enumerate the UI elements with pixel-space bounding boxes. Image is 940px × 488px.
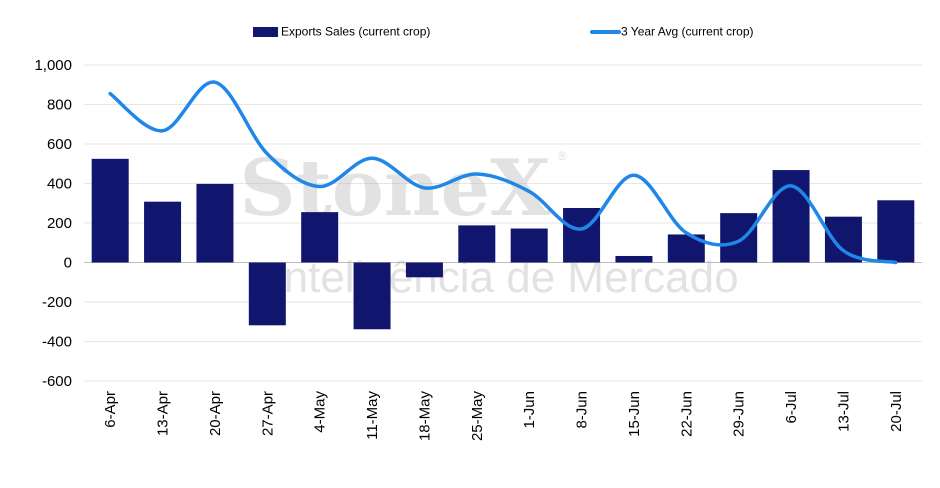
legend-item-bars: Exports Sales (current crop) bbox=[253, 25, 430, 39]
y-tick-label: 200 bbox=[47, 215, 72, 232]
line-series bbox=[108, 80, 898, 265]
y-tick-label: -600 bbox=[42, 373, 72, 390]
x-tick-label: 11-May bbox=[364, 391, 381, 440]
watermark-registered: ® bbox=[558, 149, 567, 163]
x-tick-label: 18-May bbox=[416, 391, 433, 442]
legend-item-line: 3 Year Avg (current crop) bbox=[590, 25, 754, 39]
bar bbox=[91, 158, 129, 263]
x-tick-label: 6-Apr bbox=[102, 391, 119, 428]
y-tick-label: 400 bbox=[47, 176, 72, 193]
watermark-tagline: Inteligência de Mercado bbox=[271, 253, 738, 302]
y-tick-label: 800 bbox=[47, 97, 72, 114]
x-tick-label: 20-Jul bbox=[888, 391, 905, 432]
x-tick-label: 6-Jul bbox=[783, 391, 800, 424]
legend-swatch-bar bbox=[253, 27, 278, 37]
watermark: StoneX ® Inteligência de Mercado bbox=[239, 143, 738, 302]
x-tick-label: 8-Jun bbox=[574, 391, 591, 429]
x-tick-label: 29-Jun bbox=[731, 391, 748, 437]
watermark-brand: StoneX bbox=[239, 143, 551, 234]
legend: Exports Sales (current crop) 3 Year Avg … bbox=[253, 25, 754, 39]
bar bbox=[772, 170, 810, 263]
bar bbox=[196, 183, 234, 263]
x-tick-label: 27-Apr bbox=[259, 391, 276, 436]
bar bbox=[405, 262, 443, 278]
x-tick-label: 4-May bbox=[312, 391, 329, 433]
x-tick-label: 22-Jun bbox=[678, 391, 695, 437]
x-tick-label: 20-Apr bbox=[207, 391, 224, 436]
x-tick-label: 15-Jun bbox=[626, 391, 643, 437]
bar bbox=[353, 262, 391, 330]
x-axis: 6-Apr 13-Apr 20-Apr 27-Apr 4-May 11-May 18-May… bbox=[102, 391, 905, 442]
y-tick-label: -200 bbox=[42, 294, 72, 311]
bar bbox=[301, 212, 339, 263]
x-tick-label: 25-May bbox=[469, 391, 486, 442]
legend-label-line: 3 Year Avg (current crop) bbox=[621, 25, 754, 39]
x-tick-label: 1-Jun bbox=[521, 391, 538, 429]
bar bbox=[510, 228, 548, 263]
y-axis: -600 -400 -200 0 200 400 600 800 1,000 bbox=[34, 57, 72, 390]
bar bbox=[824, 216, 862, 263]
bar bbox=[248, 262, 286, 326]
bar bbox=[563, 207, 601, 263]
avg-line bbox=[108, 80, 898, 265]
bar bbox=[458, 225, 496, 263]
x-tick-label: 13-Apr bbox=[155, 391, 172, 436]
y-tick-label: 600 bbox=[47, 136, 72, 153]
x-tick-label: 13-Jul bbox=[835, 391, 852, 432]
bar bbox=[877, 200, 915, 263]
bar-series bbox=[91, 158, 915, 330]
bar bbox=[615, 255, 653, 263]
bar bbox=[144, 201, 182, 263]
legend-label-bars: Exports Sales (current crop) bbox=[281, 25, 430, 39]
y-tick-label: -400 bbox=[42, 334, 72, 351]
y-tick-label: 1,000 bbox=[34, 57, 72, 74]
y-tick-label: 0 bbox=[64, 255, 72, 272]
bar bbox=[720, 213, 758, 263]
